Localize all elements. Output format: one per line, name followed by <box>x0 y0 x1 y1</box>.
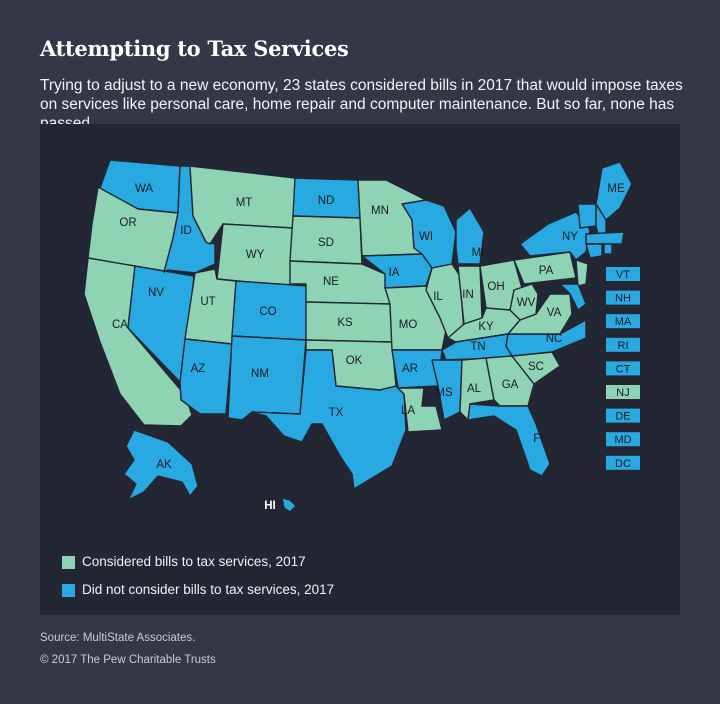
state-label-nm: NM <box>251 368 269 380</box>
state-label-mi: MI <box>472 247 485 259</box>
state-md <box>559 283 587 311</box>
state-hi <box>281 497 297 513</box>
state-ri <box>603 243 613 255</box>
state-label-tx: TX <box>329 407 344 419</box>
state-ny <box>519 211 591 261</box>
state-ma <box>585 231 625 245</box>
state-label-ca: CA <box>112 319 128 331</box>
state-label-id: ID <box>180 225 192 237</box>
small-state-label-md: MD <box>614 434 631 446</box>
state-label-ia: IA <box>389 267 400 279</box>
state-label-fl: FL <box>533 433 547 445</box>
state-label-nv: NV <box>148 287 164 299</box>
state-label-il: IL <box>433 291 443 303</box>
map-panel: WA OR CA NV ID MT WY UT AZ CO NM ND SD NE KS OK TX MN IA MO… <box>40 124 680 615</box>
small-state-label-ma: MA <box>615 316 632 328</box>
state-label-nc: NC <box>546 333 563 345</box>
small-state-box-ma <box>606 314 640 329</box>
state-label-wy: WY <box>246 249 265 261</box>
state-label-in: IN <box>462 289 474 301</box>
state-label-mt: MT <box>236 197 253 209</box>
legend-swatch-not-considered <box>62 584 75 597</box>
state-label-ga: GA <box>502 379 519 391</box>
state-label-pa: PA <box>539 265 554 277</box>
state-label-hi: HI <box>264 500 276 512</box>
state-label-az: AZ <box>191 363 206 375</box>
state-mi <box>455 207 485 265</box>
state-label-wa: WA <box>135 183 153 195</box>
state-va <box>507 293 573 335</box>
small-state-label-de: DE <box>615 411 630 423</box>
small-state-label-nh: NH <box>615 293 631 305</box>
small-state-box-de <box>606 408 640 423</box>
state-label-or: OR <box>119 217 136 229</box>
legend-label-not-considered: Did not consider bills to tax services, … <box>82 582 335 597</box>
small-state-box-vt <box>606 267 640 281</box>
state-label-me: ME <box>607 183 625 195</box>
small-state-label-dc: DC <box>615 458 631 470</box>
small-state-label-vt: VT <box>616 269 630 281</box>
page-title: Attempting to Tax Services <box>40 36 349 61</box>
small-state-box-dc <box>606 455 640 470</box>
state-label-ut: UT <box>200 296 215 308</box>
state-label-mo: MO <box>399 319 418 331</box>
state-label-sc: SC <box>528 361 544 373</box>
small-state-box-nj <box>606 385 640 399</box>
state-ak <box>123 429 199 501</box>
copyright-note: © 2017 The Pew Charitable Trusts <box>40 654 216 666</box>
state-label-ny: NY <box>562 231 578 243</box>
state-label-sd: SD <box>318 237 334 249</box>
state-ms <box>431 359 463 421</box>
us-map: WA OR CA NV ID MT WY UT AZ CO NM ND SD NE KS OK TX MN IA MO… <box>83 159 640 513</box>
state-fl <box>467 403 551 477</box>
legend-label-considered: Considered bills to tax services, 2017 <box>82 554 306 569</box>
small-state-box-nh <box>606 290 640 305</box>
state-label-al: AL <box>467 383 482 395</box>
state-label-ne: NE <box>323 276 339 288</box>
state-az <box>179 338 233 415</box>
state-label-ar: AR <box>402 363 418 375</box>
source-note: Source: MultiState Associates. <box>40 632 196 644</box>
state-label-wv: WV <box>517 297 536 309</box>
state-ct <box>585 243 603 259</box>
state-label-oh: OH <box>487 281 504 293</box>
state-la <box>397 387 443 433</box>
state-pa <box>513 251 577 285</box>
state-wv <box>509 283 539 321</box>
state-label-mn: MN <box>371 205 389 217</box>
state-label-ky: KY <box>478 321 494 333</box>
state-label-co: CO <box>259 306 276 318</box>
small-state-box-ct <box>606 361 640 376</box>
state-label-ks: KS <box>337 317 353 329</box>
state-nj <box>575 259 589 287</box>
state-label-ms: MS <box>435 387 453 399</box>
state-label-wi: WI <box>419 231 433 243</box>
state-label-nd: ND <box>318 195 335 207</box>
small-state-box-ri <box>606 337 640 352</box>
small-state-label-ri: RI <box>618 340 629 352</box>
state-nc <box>505 319 587 357</box>
small-state-box-md <box>606 432 640 447</box>
state-label-la: LA <box>401 405 415 417</box>
state-label-ak: AK <box>156 459 172 471</box>
legend-swatch-considered <box>62 556 75 569</box>
small-state-label-nj: NJ <box>616 387 629 399</box>
state-label-ok: OK <box>346 355 363 367</box>
state-vt <box>577 203 597 229</box>
state-tx <box>251 349 407 490</box>
small-state-label-ct: CT <box>616 363 631 375</box>
state-label-tn: TN <box>470 341 485 353</box>
state-label-va: VA <box>547 307 562 319</box>
